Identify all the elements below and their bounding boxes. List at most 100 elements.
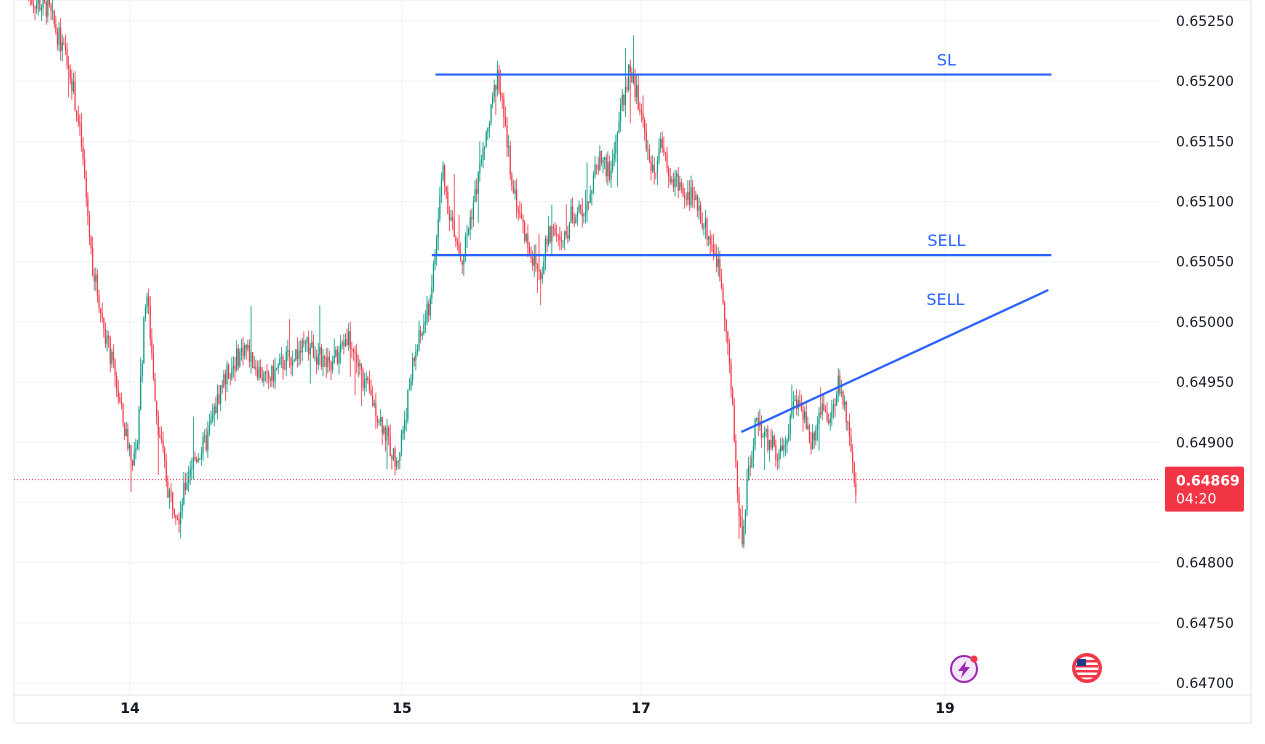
candle-body (276, 368, 278, 369)
candle-body (783, 445, 785, 451)
candle-body (831, 410, 833, 419)
candle-body (554, 228, 556, 235)
candle-body (63, 42, 65, 45)
candle-body (535, 255, 537, 264)
candle-body (332, 362, 334, 371)
candle-body (269, 378, 271, 381)
current-price-label: 0.64869 (1176, 474, 1240, 490)
candle-body (514, 189, 516, 194)
candle-body (39, 0, 41, 11)
us-flag-icon[interactable] (1072, 653, 1102, 683)
candle-body (460, 253, 462, 262)
candle-body (810, 442, 812, 449)
candle-body (762, 436, 764, 438)
price-axis[interactable]: 0.65250 0.65200 0.65150 0.65100 0.65050 0.650… (1165, 14, 1244, 692)
candle-body (536, 263, 539, 270)
price-tick-label: 0.65250 (1176, 14, 1234, 30)
candle-body (685, 198, 687, 200)
candle-body (773, 435, 775, 445)
candle-body (735, 440, 737, 462)
candle-body (493, 85, 495, 97)
candle-body (445, 186, 447, 192)
candle-body (213, 406, 215, 416)
candle-body (220, 385, 222, 404)
candle-body (575, 217, 577, 224)
candle-body (479, 163, 481, 173)
candle-body (538, 269, 540, 272)
candle-body (53, 10, 55, 24)
candle-body (821, 403, 823, 415)
candle-body (154, 378, 156, 401)
candle-body (232, 365, 235, 369)
lightning-icon[interactable] (950, 655, 978, 683)
drawing-label-sell: SELL (926, 290, 964, 309)
candle-body (109, 338, 111, 364)
candle-body (284, 369, 286, 370)
candle-body (615, 141, 617, 154)
candle-body (285, 351, 287, 370)
price-tick-label: 0.64700 (1176, 676, 1234, 692)
candle-body (448, 213, 451, 221)
candle-body (191, 467, 193, 470)
candle-body (130, 444, 132, 461)
candle-body (684, 195, 686, 199)
candle-body (159, 435, 161, 438)
candle-body (384, 427, 387, 441)
candle-body (346, 339, 348, 345)
candle-body (258, 366, 260, 378)
candle-body (690, 187, 692, 205)
candle-body (829, 418, 831, 424)
candle-body (309, 347, 311, 355)
candle-body (245, 345, 247, 349)
candle-body (770, 439, 772, 448)
candle-body (400, 433, 403, 453)
candle-body (80, 124, 83, 147)
candle-body (524, 222, 526, 241)
candle-body (260, 366, 262, 379)
time-axis[interactable]: 14 15 17 19 (14, 694, 1251, 717)
drawing-line-sell[interactable] (740, 289, 1049, 434)
candle-body (136, 443, 139, 449)
candle-body (573, 221, 575, 224)
candle-body (696, 195, 699, 211)
candle-body (293, 360, 295, 363)
drawings[interactable]: SL SELL SELL (431, 51, 1052, 434)
candle-body (818, 412, 820, 424)
candle-body (693, 199, 695, 201)
candle-body (311, 341, 313, 348)
candle-body (253, 367, 255, 369)
candle-body (559, 235, 561, 241)
candle-body (386, 427, 388, 441)
candle-body (365, 378, 367, 381)
candle-body (133, 452, 135, 466)
candle-body (463, 254, 465, 265)
candle-body (530, 255, 532, 259)
candle-body (439, 196, 441, 219)
candle-body (370, 390, 372, 396)
candle-body (164, 448, 166, 462)
candle-body (666, 153, 668, 168)
candle-body (325, 357, 327, 368)
candle-body (527, 234, 529, 248)
candle-body (296, 349, 299, 359)
candle-body (151, 338, 153, 354)
candle-body (248, 344, 251, 362)
candle-body (474, 188, 476, 203)
candle-body (380, 417, 382, 422)
candle-body (586, 201, 588, 213)
candle-body (485, 132, 487, 147)
candle-body (722, 287, 724, 303)
candle-body (767, 429, 769, 450)
candle-body (184, 482, 187, 491)
candle-body (642, 112, 644, 121)
chart-icons[interactable] (950, 653, 1102, 683)
candle-body (727, 331, 729, 344)
candle-body (215, 406, 217, 413)
candle-body (608, 161, 611, 180)
candle-body (140, 376, 142, 410)
candle-body (604, 157, 606, 160)
candle-body (304, 342, 307, 344)
candle-body (466, 234, 468, 237)
